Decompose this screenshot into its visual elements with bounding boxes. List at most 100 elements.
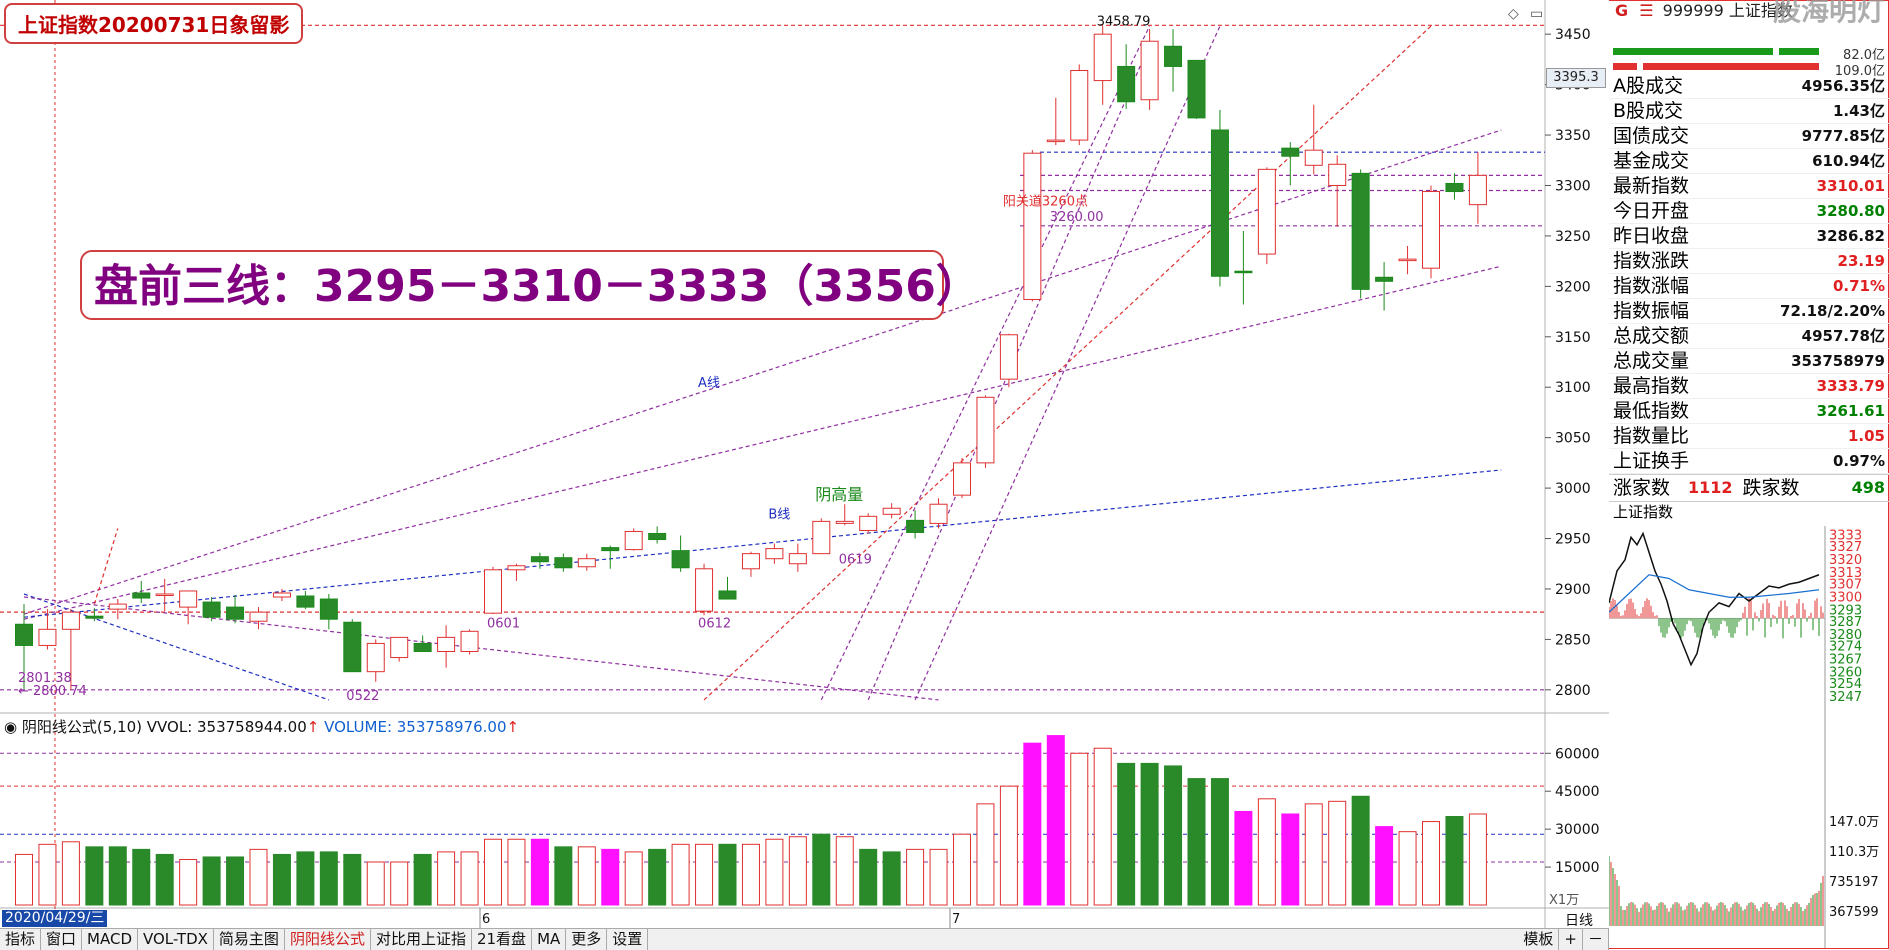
volume-bar bbox=[906, 848, 925, 906]
quote-label: 昨日收盘 bbox=[1613, 225, 1690, 247]
candle-body bbox=[1398, 258, 1417, 262]
quote-label: 指数振幅 bbox=[1613, 300, 1690, 322]
tab-更多[interactable]: 更多 bbox=[566, 929, 608, 950]
candle-body bbox=[1164, 45, 1183, 67]
candle bbox=[1422, 185, 1440, 279]
quote-row: 指数振幅 72.18/2.20% bbox=[1609, 299, 1889, 324]
tab-简易主图[interactable]: 简易主图 bbox=[214, 929, 285, 950]
volume-bar bbox=[319, 851, 338, 906]
candle bbox=[953, 457, 971, 499]
tab-VOL-TDX[interactable]: VOL-TDX bbox=[138, 929, 214, 950]
candle-body bbox=[319, 598, 338, 620]
quote-value: 1.43亿 bbox=[1832, 102, 1885, 120]
volume-bar bbox=[179, 858, 198, 906]
mini-price-line bbox=[1609, 531, 1820, 667]
vol-unit-label: X1万 bbox=[1549, 893, 1579, 908]
candle bbox=[530, 552, 549, 569]
candle bbox=[226, 595, 245, 624]
quote-value: 3333.79 bbox=[1816, 377, 1885, 395]
quote-value: 4956.35亿 bbox=[1801, 77, 1885, 95]
mini-vol-tick-0: 147.0万 bbox=[1829, 815, 1879, 830]
quote-row: 总成交额 4957.78亿 bbox=[1609, 324, 1889, 349]
volume-bar bbox=[1468, 813, 1487, 906]
tab-阴阳线公式[interactable]: 阴阳线公式 bbox=[285, 929, 371, 950]
annotation-8: 0619 bbox=[839, 553, 872, 568]
candle bbox=[1328, 155, 1347, 227]
candle bbox=[1468, 152, 1487, 224]
volume-value: VOLUME: 353758976.00 bbox=[324, 718, 507, 736]
y-tick-label-2800: 2800 bbox=[1555, 683, 1591, 699]
tab-窗口[interactable]: 窗口 bbox=[41, 929, 83, 950]
candle bbox=[1210, 109, 1229, 287]
mini-chart-title: 上证指数 bbox=[1613, 503, 1674, 521]
candle-body bbox=[1117, 65, 1136, 103]
volume-bar bbox=[718, 843, 737, 906]
candle-body bbox=[835, 520, 854, 524]
collapse-icon[interactable]: ◉ bbox=[4, 718, 18, 736]
month-label-6: 6 bbox=[482, 912, 490, 927]
candle-body bbox=[1422, 191, 1440, 269]
volume-bar bbox=[1328, 800, 1347, 906]
trend-line-b bbox=[23, 469, 1502, 618]
quote-row: 指数涨幅 0.71% bbox=[1609, 274, 1889, 299]
mini-y-tick-3327: 3327 bbox=[1829, 540, 1862, 555]
volume-bar bbox=[835, 836, 854, 906]
candle-body bbox=[226, 606, 245, 620]
candle-body bbox=[648, 532, 667, 541]
tab-template[interactable]: 模板 bbox=[1518, 929, 1560, 950]
tab-21看盘[interactable]: 21看盘 bbox=[472, 929, 533, 950]
up-label: 涨家数 bbox=[1613, 477, 1671, 499]
volume-bar bbox=[202, 856, 221, 906]
trend-line-steep-purple-1 bbox=[820, 25, 1151, 701]
y-tick-label-3050: 3050 bbox=[1555, 431, 1591, 447]
volume-bar bbox=[1023, 742, 1042, 906]
volume-bar bbox=[1070, 752, 1089, 906]
volume-bar bbox=[296, 851, 315, 906]
quote-value: 9777.85亿 bbox=[1801, 127, 1885, 145]
candle bbox=[648, 526, 667, 544]
candle bbox=[1351, 169, 1370, 299]
intraday-mini-chart[interactable]: 3333332733203313330733003293328732803274… bbox=[1609, 526, 1889, 948]
volume-bar bbox=[155, 853, 174, 906]
menu-icon[interactable]: ☰ bbox=[1639, 1, 1654, 20]
volume-bar bbox=[61, 841, 80, 906]
tab-MACD[interactable]: MACD bbox=[82, 929, 138, 950]
vol-y-tick-label-60000: 60000 bbox=[1555, 746, 1600, 762]
tab-对比用上证指[interactable]: 对比用上证指 bbox=[371, 929, 472, 950]
kline-chart[interactable]: 6 7 2800 2850 2900 2950 3000 3050 3100 3150 3200 32… bbox=[0, 0, 1609, 928]
vol-y-tick-label-45000: 45000 bbox=[1555, 784, 1600, 800]
period-label: 日线 bbox=[1565, 913, 1593, 928]
candle-body bbox=[906, 519, 925, 533]
candle-body bbox=[437, 636, 456, 652]
candle-body bbox=[296, 595, 315, 608]
candle bbox=[38, 609, 57, 650]
candle bbox=[718, 576, 737, 600]
mini-y-tick-3313: 3313 bbox=[1829, 566, 1862, 581]
vvol-value: VVOL: 353758944.00 bbox=[146, 718, 307, 736]
volume-bar bbox=[15, 853, 33, 906]
tab-指标[interactable]: 指标 bbox=[0, 929, 42, 950]
annotation-4: B线 bbox=[768, 507, 790, 522]
current-price-tag: 3395.3 bbox=[1546, 68, 1606, 88]
y-tick-label-2900: 2900 bbox=[1555, 582, 1591, 598]
premarket-lines-text: 盘前三线：3295－3310－3333（3356） bbox=[94, 261, 980, 312]
tab-MA[interactable]: MA bbox=[532, 929, 567, 950]
candle-body bbox=[999, 334, 1018, 380]
candle bbox=[624, 528, 643, 551]
mini-vol-tick-2: 735197 bbox=[1829, 875, 1879, 890]
volume-bar bbox=[272, 853, 291, 906]
mini-y-tick-3300: 3300 bbox=[1829, 591, 1862, 606]
zoom-in-button[interactable]: + bbox=[1559, 929, 1583, 950]
candle bbox=[15, 604, 33, 689]
candle-body bbox=[601, 547, 620, 552]
candle-body bbox=[366, 642, 385, 673]
tab-设置[interactable]: 设置 bbox=[607, 929, 649, 950]
volume-bar bbox=[601, 848, 620, 906]
candle bbox=[1375, 262, 1394, 311]
candle-body bbox=[155, 593, 174, 596]
candle-body bbox=[507, 565, 526, 571]
zoom-out-button[interactable]: － bbox=[1583, 929, 1609, 950]
candle-body bbox=[577, 558, 596, 568]
candle bbox=[1257, 167, 1276, 265]
candle-body bbox=[1328, 163, 1347, 186]
